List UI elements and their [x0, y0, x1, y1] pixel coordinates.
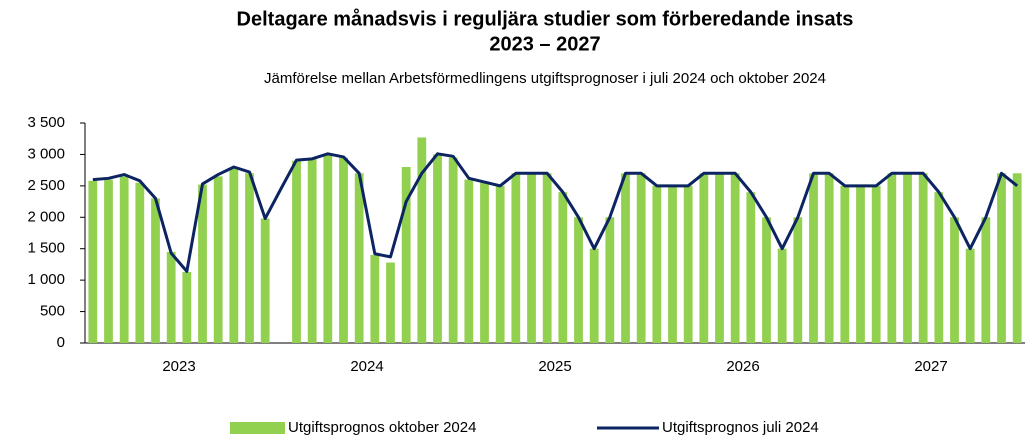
x-tick-label: 2024: [350, 358, 383, 375]
y-tick-label: 3 500: [27, 114, 65, 131]
bar: [292, 160, 301, 343]
bar: [715, 173, 724, 343]
bar: [370, 255, 380, 343]
line: [92, 152, 1019, 273]
bar: [151, 198, 160, 343]
x-tick-label: 2025: [538, 358, 571, 375]
bar: [511, 173, 521, 343]
legend-label: Utgiftsprognos oktober 2024: [288, 419, 476, 436]
bar: [135, 182, 145, 343]
y-tick-label: 500: [40, 303, 65, 320]
bar: [605, 217, 615, 343]
bar: [464, 179, 474, 343]
bar: [840, 185, 850, 343]
legend-label: Utgiftsprognos juli 2024: [662, 419, 819, 436]
bar: [809, 173, 818, 343]
bar: [997, 173, 1006, 343]
legend-swatch: [230, 422, 285, 434]
y-tick-label: 1 500: [27, 240, 65, 257]
chart-title: Deltagare månadsvis i reguljära studier …: [237, 7, 854, 30]
bar: [401, 167, 411, 343]
bar: [307, 158, 317, 343]
bar: [558, 192, 568, 343]
y-tick-label: 2 500: [27, 177, 65, 194]
bar: [746, 192, 756, 343]
y-tick-label: 2 000: [27, 208, 65, 225]
x-tick-label: 2026: [726, 358, 759, 375]
bar: [480, 182, 489, 343]
bar: [88, 180, 98, 343]
bar: [621, 173, 630, 343]
bar: [433, 154, 442, 343]
bar: [198, 184, 207, 343]
bar: [918, 173, 928, 343]
bar: [166, 251, 176, 343]
bar: [871, 185, 881, 343]
bar: [793, 217, 803, 343]
bar: [386, 262, 395, 343]
bar: [903, 173, 912, 343]
y-tick-label: 0: [57, 334, 65, 351]
bar: [339, 157, 348, 343]
bar: [448, 157, 458, 343]
bar: [856, 185, 865, 343]
bar: [965, 248, 975, 343]
bar: [683, 185, 693, 343]
bar: [527, 173, 536, 343]
bar: [574, 217, 583, 343]
bar: [542, 173, 552, 343]
y-tick-label: 3 000: [27, 145, 65, 162]
bar: [119, 176, 129, 343]
bar: [260, 218, 270, 343]
bar: [417, 137, 427, 343]
bar: [652, 185, 662, 343]
bar: [777, 248, 787, 343]
x-tick-label: 2027: [914, 358, 947, 375]
bar: [762, 217, 771, 343]
bar: [1012, 173, 1022, 343]
bar: [699, 173, 709, 343]
bar: [323, 154, 333, 343]
bar: [104, 179, 113, 343]
bar: [730, 173, 740, 343]
bar: [182, 271, 192, 343]
bar: [589, 248, 599, 343]
x-tick-label: 2023: [162, 358, 195, 375]
bar: [887, 173, 897, 343]
bar: [213, 176, 223, 343]
y-tick-label: 1 000: [27, 271, 65, 288]
bar: [668, 185, 677, 343]
bar: [229, 168, 239, 343]
chart-title: 2023 – 2027: [489, 33, 600, 55]
bar: [495, 185, 505, 343]
chart-subtitle: Jämförelse mellan Arbetsförmedlingens ut…: [264, 70, 826, 87]
bar: [950, 217, 959, 343]
bar: [934, 192, 944, 343]
bar: [354, 173, 364, 343]
bar: [636, 173, 646, 343]
bar: [245, 173, 254, 343]
bar: [824, 173, 834, 343]
bar: [981, 217, 991, 343]
